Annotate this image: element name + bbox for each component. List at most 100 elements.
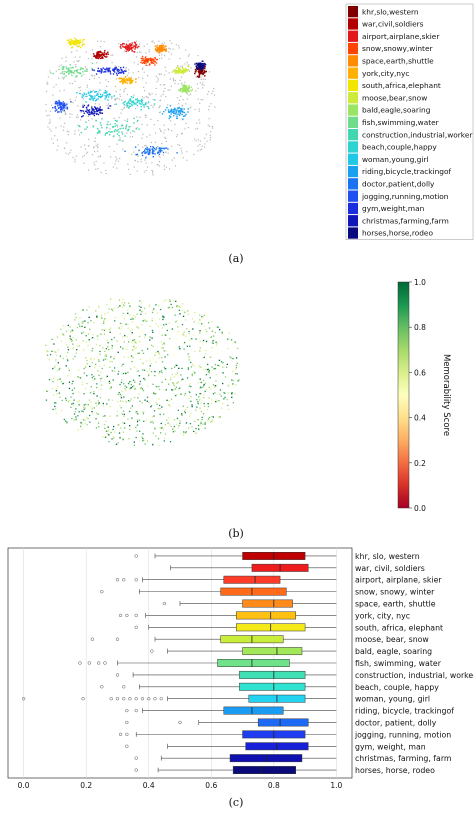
- memorability-point: [108, 319, 110, 321]
- memorability-point: [221, 331, 223, 333]
- memorability-point: [168, 404, 170, 406]
- scatter-point-grey: [82, 103, 84, 105]
- legend-swatch: [348, 116, 358, 128]
- memorability-point: [81, 410, 83, 412]
- scatter-point-grey: [151, 169, 153, 171]
- scatter-point: [89, 113, 91, 116]
- scatter-point-grey: [213, 87, 215, 89]
- memorability-point: [57, 378, 60, 381]
- scatter-point-grey: [109, 69, 111, 71]
- scatter-point-grey: [65, 113, 67, 115]
- memorability-point: [217, 352, 219, 354]
- memorability-point: [93, 391, 95, 393]
- scatter-point: [86, 111, 88, 113]
- scatter-point: [96, 93, 98, 96]
- scatter-point-grey: [67, 153, 69, 155]
- memorability-point: [178, 348, 181, 350]
- category-label: south, africa, elephant: [355, 623, 443, 632]
- memorability-point: [215, 380, 217, 382]
- memorability-point: [187, 367, 189, 369]
- memorability-point: [189, 415, 191, 417]
- memorability-point: [74, 411, 76, 413]
- memorability-point: [158, 352, 160, 354]
- category-label: construction, industrial, worker: [355, 671, 474, 680]
- scatter-point: [200, 63, 202, 66]
- memorability-point: [91, 376, 93, 379]
- memorability-point: [198, 396, 200, 398]
- scatter-point-grey: [177, 65, 179, 67]
- legend-swatch: [348, 190, 358, 202]
- scatter-point-grey: [167, 89, 169, 91]
- scatter-point: [56, 103, 58, 105]
- scatter-point: [172, 109, 175, 111]
- legend-swatch: [348, 141, 358, 153]
- scatter-point: [62, 106, 64, 108]
- scatter-point: [178, 113, 180, 115]
- memorability-point: [207, 403, 209, 405]
- memorability-point: [107, 433, 109, 435]
- scatter-point: [182, 110, 184, 112]
- scatter-point: [72, 67, 74, 69]
- memorability-point: [153, 393, 156, 395]
- memorability-point: [118, 424, 120, 426]
- memorability-point: [147, 374, 150, 376]
- scatter-point-grey: [164, 55, 166, 57]
- scatter-point: [173, 109, 176, 111]
- memorability-point: [84, 407, 86, 409]
- category-label: airport, airplane, skier: [355, 576, 442, 585]
- scatter-point: [94, 110, 96, 113]
- scatter-point-grey: [201, 145, 203, 147]
- scatter-point: [150, 62, 152, 64]
- scatter-point-grey: [90, 97, 92, 99]
- scatter-point-grey: [168, 51, 170, 53]
- scatter-point: [196, 67, 198, 69]
- memorability-point: [199, 332, 201, 334]
- scatter-point-grey: [180, 88, 182, 90]
- scatter-point: [144, 57, 146, 59]
- scatter-point: [124, 70, 126, 72]
- memorability-point: [66, 422, 68, 424]
- scatter-point: [122, 127, 124, 130]
- memorability-point: [70, 406, 72, 408]
- memorability-point: [184, 412, 186, 414]
- memorability-point: [109, 331, 111, 333]
- scatter-point-grey: [175, 44, 177, 46]
- scatter-point: [71, 74, 73, 76]
- memorability-point: [101, 314, 103, 317]
- memorability-point: [136, 313, 138, 315]
- memorability-point: [89, 392, 92, 394]
- scatter-point-grey: [64, 111, 66, 113]
- scatter-point: [125, 70, 127, 72]
- category-label: moose, bear, snow: [355, 635, 429, 644]
- memorability-point: [195, 427, 197, 430]
- memorability-point: [53, 343, 55, 345]
- scatter-point-grey: [116, 97, 119, 99]
- scatter-point: [152, 156, 154, 158]
- scatter-point-grey: [130, 76, 132, 78]
- scatter-point: [76, 42, 78, 44]
- scatter-point: [59, 109, 62, 111]
- memorability-point: [200, 411, 203, 413]
- memorability-point: [153, 352, 155, 354]
- scatter-point: [102, 94, 104, 96]
- scatter-point-grey: [103, 162, 105, 164]
- scatter-point: [135, 98, 137, 101]
- scatter-point: [159, 44, 161, 47]
- scatter-point-grey: [126, 104, 128, 106]
- scatter-point: [124, 135, 126, 137]
- scatter-point-grey: [161, 42, 163, 44]
- memorability-point: [212, 335, 215, 337]
- scatter-point: [82, 68, 84, 70]
- memorability-point: [222, 362, 224, 364]
- memorability-point: [111, 370, 113, 372]
- memorability-point: [137, 327, 140, 329]
- scatter-point-grey: [160, 151, 162, 153]
- scatter-point-grey: [65, 152, 67, 154]
- scatter-point: [134, 46, 137, 49]
- scatter-point: [165, 147, 168, 149]
- memorability-point: [169, 423, 171, 425]
- scatter-point: [114, 123, 116, 125]
- scatter-point: [178, 106, 180, 109]
- scatter-point-grey: [151, 41, 153, 43]
- scatter-point: [131, 44, 133, 46]
